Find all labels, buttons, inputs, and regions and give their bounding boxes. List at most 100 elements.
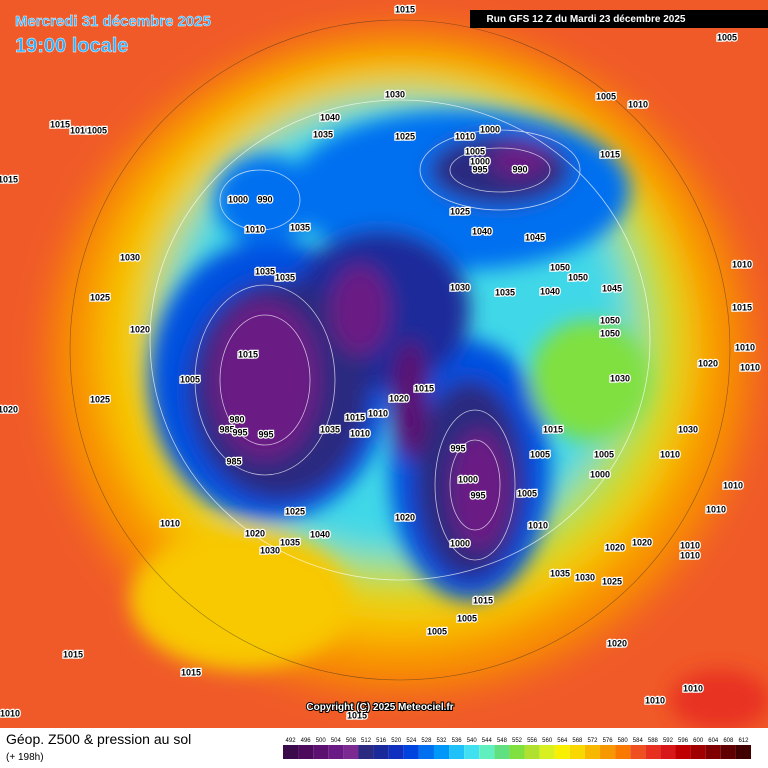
isobar-label: 1015 [63, 649, 83, 659]
legend-label: 500 [316, 738, 327, 744]
isobar-label: 1045 [602, 283, 622, 293]
isobar-label: 990 [512, 164, 527, 174]
isobar-label: 1020 [605, 542, 625, 552]
legend-swatch [675, 745, 691, 759]
isobar-label: 1020 [389, 393, 409, 403]
legend-swatch [690, 745, 706, 759]
isobar-label: 1010 [732, 259, 752, 269]
isobar-label: 1000 [458, 474, 478, 484]
isobar-label: 1015 [181, 667, 201, 677]
isobar-label: 1005 [594, 449, 614, 459]
legend-swatch [554, 745, 570, 759]
isobar-label: 1035 [313, 129, 333, 139]
isobar-label: 1015 [600, 149, 620, 159]
isobar-label: 1020 [632, 537, 652, 547]
isobar-label: 1005 [87, 125, 107, 135]
isobar-label: 1015 [347, 710, 367, 720]
isobar-label: 1000 [470, 156, 490, 166]
isobar-label: 1020 [0, 404, 18, 414]
isobar-label: 1005 [530, 449, 550, 459]
isobar-label: 1015 [732, 302, 752, 312]
isobar-label: 1035 [280, 537, 300, 547]
legend-swatch [494, 745, 510, 759]
isobar-label: 1010 [680, 540, 700, 550]
legend-label: 564 [557, 738, 568, 744]
isobar-label: 1010 [628, 99, 648, 109]
legend-label: 548 [497, 738, 508, 744]
isobar-label: 1005 [180, 374, 200, 384]
isobar-label: 995 [450, 443, 465, 453]
isobar-label: 1040 [320, 112, 340, 122]
legend-swatch [645, 745, 661, 759]
legend-swatch [479, 745, 495, 759]
isobar-label: 995 [470, 490, 485, 500]
legend-label: 572 [587, 738, 598, 744]
isobar-label: 1000 [228, 194, 248, 204]
legend-swatch [358, 745, 374, 759]
field [0, 0, 768, 730]
isobar-labels: 1015 1005 1030 1005 1010 1040 1035 1025 1010 1000… [0, 3, 761, 722]
legend-label: 524 [406, 738, 417, 744]
legend-label: 596 [678, 738, 689, 744]
legend-swatch [388, 745, 404, 759]
isobar-label: 1020 [245, 528, 265, 538]
forecast-time: 19:00 locale [15, 35, 128, 57]
legend-label: 592 [663, 738, 674, 744]
isobar-label: 1030 [575, 572, 595, 582]
legend-swatch [705, 745, 721, 759]
legend-swatch [283, 745, 299, 759]
isobar-label: 1050 [600, 328, 620, 338]
isobar-label: 1005 [457, 613, 477, 623]
isobar-label: 985 [219, 424, 234, 434]
legend-label: 540 [467, 738, 478, 744]
legend-swatch [403, 745, 419, 759]
run-box [470, 10, 768, 28]
isobar-label: 1035 [550, 568, 570, 578]
isobar-label: 1025 [90, 394, 110, 404]
isobar-label: 1010 [455, 131, 475, 141]
legend-swatch [630, 745, 646, 759]
legend-swatch [313, 745, 329, 759]
isobar-label: 1010 [160, 518, 180, 528]
legend-swatch [509, 745, 525, 759]
legend-swatch [600, 745, 616, 759]
isobar-label: 1010 [645, 695, 665, 705]
legend-label: 584 [633, 738, 644, 744]
isobar-label: 1010 [368, 408, 388, 418]
isobar-label: 1045 [525, 232, 545, 242]
isobar-label: 1015 [345, 412, 365, 422]
isobar-label: 1020 [130, 324, 150, 334]
legend-label: 528 [421, 738, 432, 744]
legend-label: 576 [603, 738, 614, 744]
legend: 492 496 500 504 508 512 516 520 524 528 532 536 540 5… [283, 738, 751, 759]
legend-swatch [418, 745, 434, 759]
legend-label: 492 [286, 738, 297, 744]
legend-label: 512 [361, 738, 372, 744]
legend-label: 580 [618, 738, 629, 744]
isobar-label: 1040 [540, 286, 560, 296]
legend-swatch [373, 745, 389, 759]
isobar-label: 1025 [90, 292, 110, 302]
legend-label: 552 [512, 738, 523, 744]
isobar-label: 1030 [610, 373, 630, 383]
legend-swatch [449, 745, 465, 759]
isobar-label: 1015 [50, 119, 70, 129]
isobar-label: 1010 [740, 362, 760, 372]
isobar-label: 1010 [0, 708, 20, 718]
isobar-label: 995 [472, 164, 487, 174]
legend-label: 604 [708, 738, 719, 744]
isobar-label: 1025 [395, 131, 415, 141]
legend-label: 532 [437, 738, 448, 744]
copyright: Copyright (C) 2025 Meteociel.fr [306, 702, 453, 713]
isobar-label: 1010 [735, 342, 755, 352]
isobar-label: 1030 [385, 89, 405, 99]
isobar-label: 1010 [660, 449, 680, 459]
legend-swatch [524, 745, 540, 759]
isobar-label: 1010 [723, 480, 743, 490]
isobar-label: 1040 [472, 226, 492, 236]
isobar-label: 1015 [238, 349, 258, 359]
isobar-label: 1035 [290, 222, 310, 232]
isobar-label: 1015 [473, 595, 493, 605]
isobar-label: 1010 [350, 428, 370, 438]
legend-label: 608 [723, 738, 734, 744]
